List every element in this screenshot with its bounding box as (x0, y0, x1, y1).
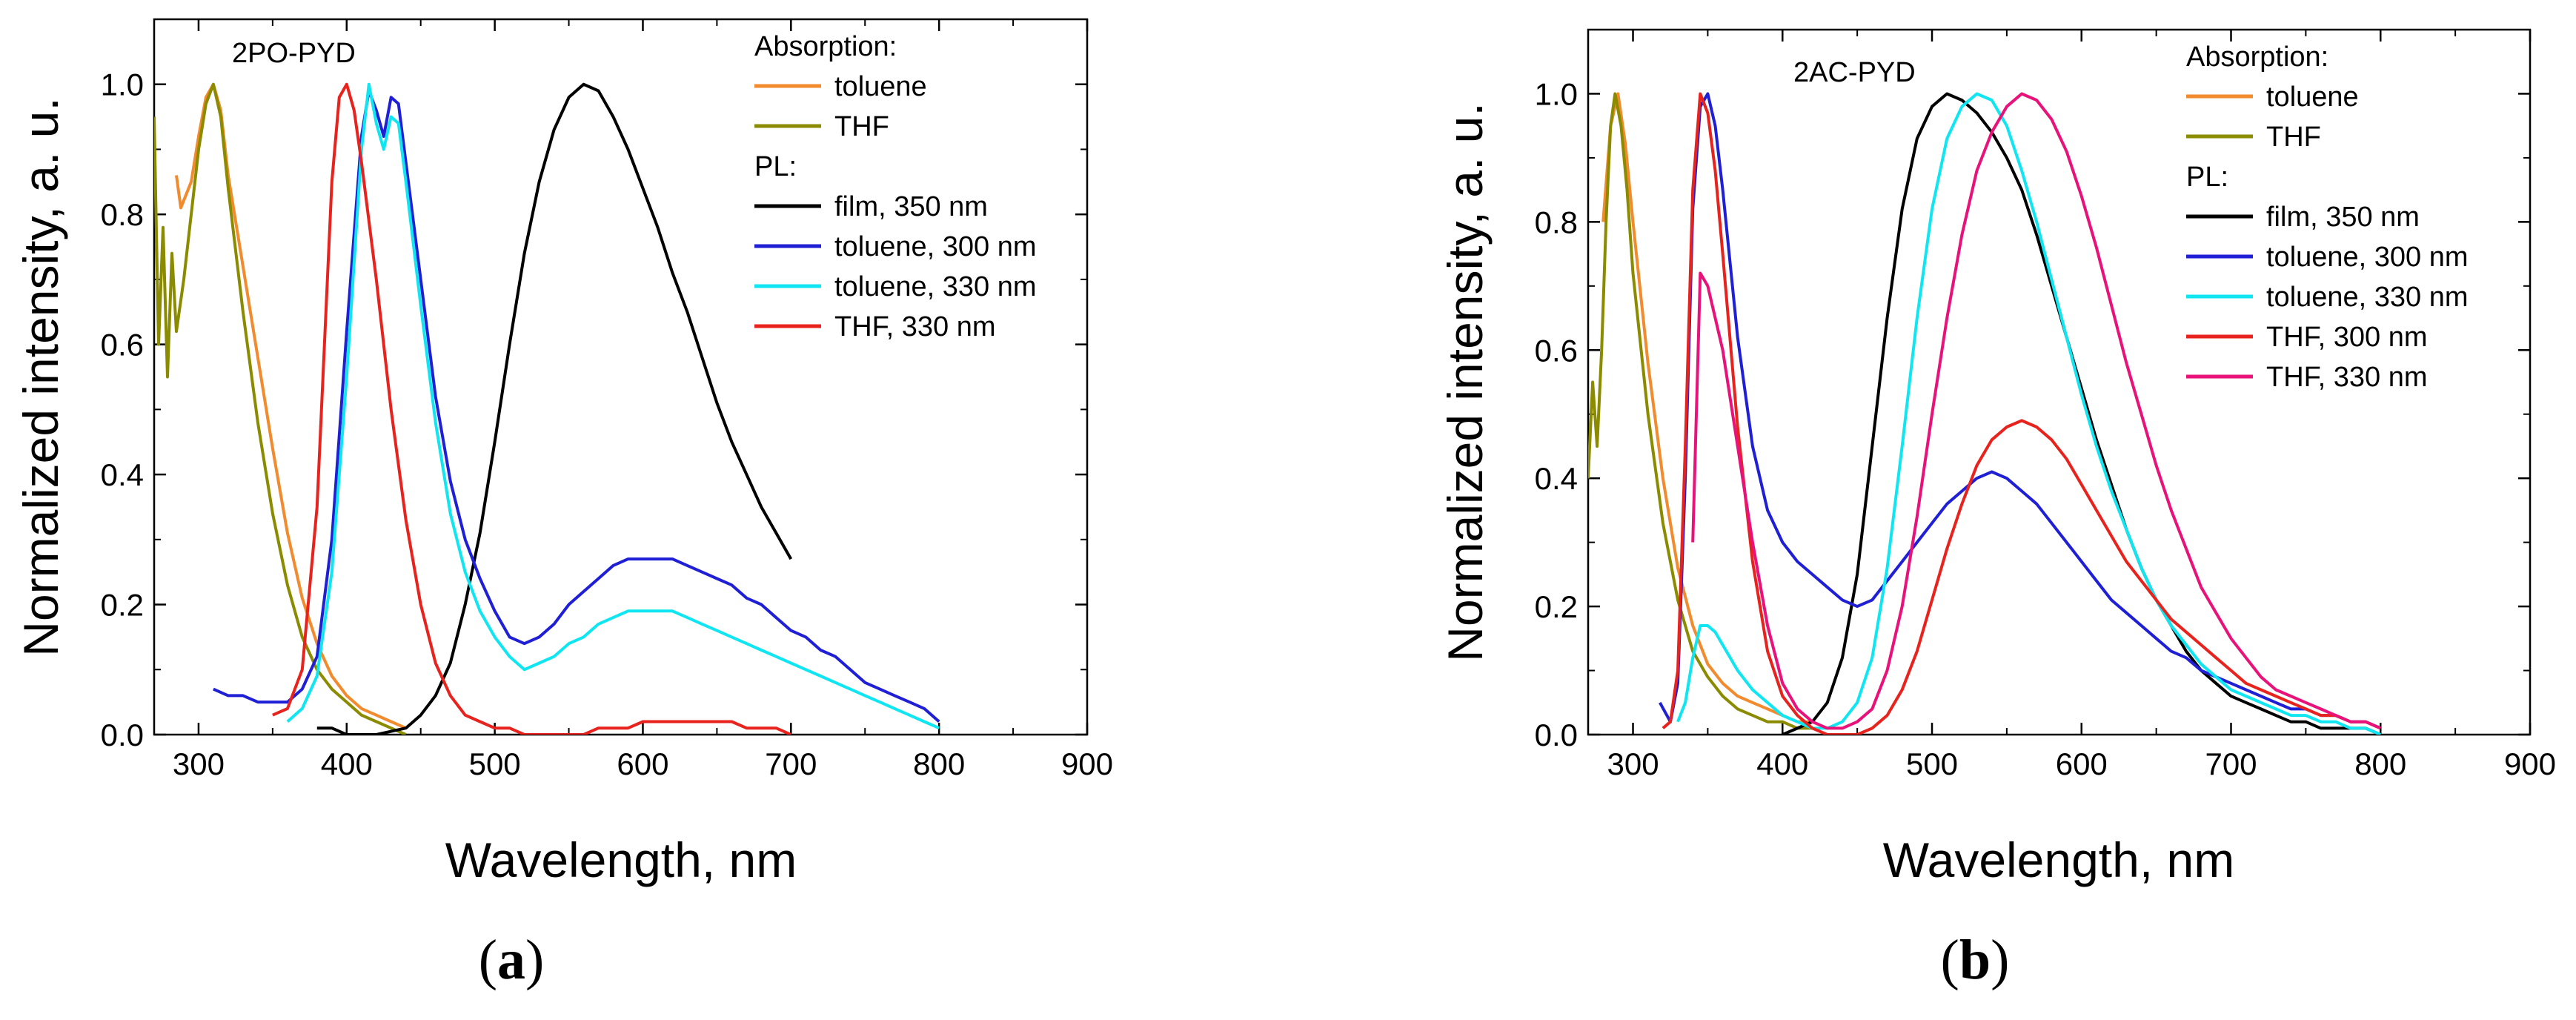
legend-label: THF, 300 nm (2266, 322, 2428, 353)
y-tick-label: 0.8 (1535, 205, 1578, 239)
caption-close-paren: ) (525, 929, 544, 991)
panel-title: 2AC-PYD (1793, 57, 1916, 88)
plot-frame (153, 18, 1089, 736)
x-tick-label: 800 (2354, 746, 2406, 781)
series-line-absorption-thf (154, 82, 407, 735)
plot-frame (1587, 28, 2532, 736)
legend-header-pl: PL: (2186, 162, 2228, 193)
y-axis-title: Normalized intensity, a. u. (1438, 102, 1493, 661)
x-tick-label: 300 (1607, 746, 1659, 781)
caption-open-paren: ( (479, 929, 497, 991)
series-line-pl-toluene-300-nm (1659, 92, 2382, 730)
x-tick-label: 600 (617, 746, 668, 781)
x-tick-label: 500 (1906, 746, 1958, 781)
series-line-absorption-thf (1588, 92, 1813, 730)
x-tick-label: 600 (2056, 746, 2108, 781)
panel-caption: (a) (479, 929, 545, 991)
y-tick-label: 0.0 (101, 718, 144, 752)
y-axis-title: Normalized intensity, a. u. (13, 97, 68, 656)
legend-header-pl: PL: (754, 151, 797, 182)
series-line-pl-film-350-nm (1782, 92, 2382, 735)
series-line-pl-thf-330-nm (272, 82, 792, 735)
caption-open-paren: ( (1941, 929, 1959, 991)
x-tick-label: 400 (1756, 746, 1808, 781)
x-tick-label: 800 (913, 746, 965, 781)
x-axis-title: Wavelength, nm (1883, 832, 2234, 887)
series-line-pl-toluene-330-nm (286, 82, 940, 730)
y-tick-label: 0.0 (1535, 718, 1578, 752)
y-tick-label: 0.4 (1535, 461, 1578, 496)
legend-label: THF, 330 nm (834, 311, 996, 342)
y-tick-label: 1.0 (1535, 76, 1578, 111)
caption-letter: a (497, 929, 525, 991)
legend-label: film, 350 nm (2266, 202, 2420, 233)
panel-a: 300 400 500 600 700 800 900 0.0 0.2 0.4 0.6 0.8 1.0 2… (13, 18, 1113, 991)
y-tick-label: 0.8 (101, 197, 144, 232)
panel-title: 2PO-PYD (232, 38, 356, 69)
series-group (154, 82, 940, 735)
legend-label: THF (834, 111, 889, 142)
x-tick-label: 300 (173, 746, 225, 781)
caption-close-paren: ) (1991, 929, 2009, 991)
series-line-pl-toluene-300-nm (213, 89, 940, 723)
legend-header-absorption: Absorption: (754, 31, 897, 62)
series-line-pl-film-350-nm (316, 82, 793, 735)
x-tick-label: 500 (469, 746, 521, 781)
series-line-absorption-toluene (175, 82, 407, 730)
x-tick-label: 900 (2504, 746, 2556, 781)
legend-label: toluene, 330 nm (834, 271, 1037, 302)
y-tick-label: 0.6 (101, 328, 144, 362)
legend-label: toluene (2266, 82, 2359, 113)
caption-letter: b (1959, 929, 1991, 991)
series-line-absorption-toluene (1601, 92, 1813, 723)
legend-label: toluene (834, 71, 927, 102)
x-tick-label: 900 (1061, 746, 1113, 781)
y-tick-label: 1.0 (101, 67, 144, 102)
y-tick-label: 0.2 (1535, 589, 1578, 624)
series-line-pl-toluene-330-nm (1676, 92, 2382, 735)
x-tick-label: 700 (765, 746, 817, 781)
series-group (1588, 92, 2382, 735)
y-tick-label: 0.2 (101, 588, 144, 623)
y-tick-label: 0.4 (101, 457, 144, 492)
series-line-pl-thf-330-nm (1691, 92, 2382, 730)
series-line-pl-thf-300-nm (1662, 92, 2382, 735)
legend-label: THF (2266, 122, 2321, 153)
legend-label: toluene, 300 nm (834, 231, 1037, 262)
legend-label: toluene, 300 nm (2266, 242, 2469, 273)
y-tick-label: 0.6 (1535, 333, 1578, 368)
x-tick-label: 400 (321, 746, 373, 781)
legend-label: toluene, 330 nm (2266, 282, 2469, 313)
x-tick-label: 700 (2205, 746, 2257, 781)
legend-header-absorption: Absorption: (2186, 42, 2328, 73)
panel-caption: (b) (1941, 929, 2010, 991)
legend-label: THF, 330 nm (2266, 362, 2428, 393)
x-axis-title: Wavelength, nm (445, 832, 797, 887)
panel-b: 300 400 500 600 700 800 900 0.0 0.2 0.4 0.6 0.8 1.0 2… (1438, 28, 2556, 991)
legend-label: film, 350 nm (834, 191, 988, 222)
